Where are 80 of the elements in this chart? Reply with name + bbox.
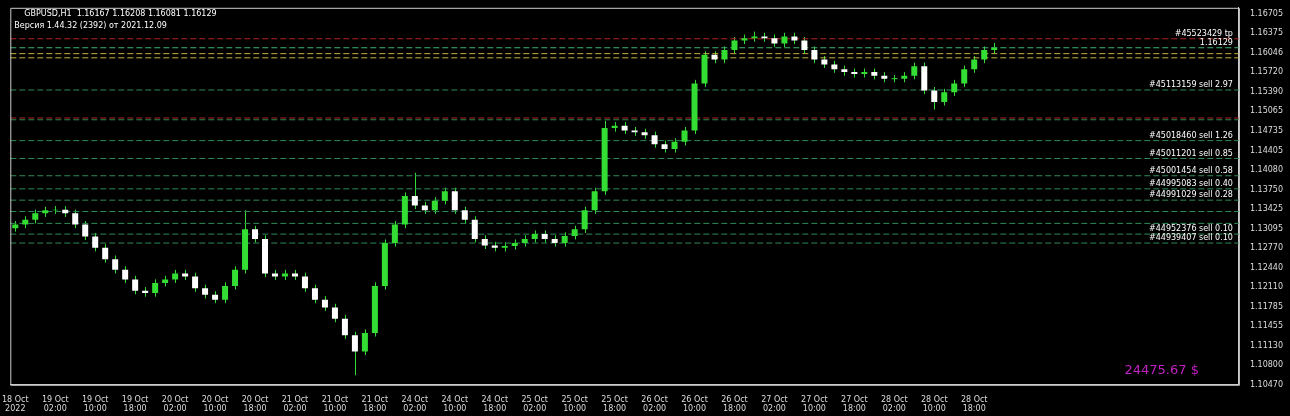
candlestick: [351, 331, 358, 376]
x-tick-label: 21 Oct 18:00: [361, 394, 389, 414]
candlestick: [471, 215, 478, 243]
y-tick-label: 1.10470: [1249, 379, 1284, 389]
x-tick-label: 21 Oct 10:00: [321, 394, 349, 414]
candlestick: [931, 86, 938, 111]
y-tick-label: 1.15720: [1249, 67, 1284, 77]
y-tick-label: 1.12440: [1249, 262, 1284, 272]
y-tick-label: 1.13095: [1249, 223, 1284, 233]
x-tick-label: 19 Oct 18:00: [121, 394, 149, 414]
chart-title: GBPUSD,H1 1.16167 1.16208 1.16081 1.16129: [24, 8, 217, 18]
text: Версия 1.44.32 (2392) от 2021.12.09: [14, 20, 167, 30]
x-tick-label: 20 Oct 18:00: [241, 394, 269, 414]
ref-line-label: #44939407 sell 0.10: [1149, 233, 1233, 243]
y-tick-label: 1.14405: [1249, 145, 1284, 155]
x-tick-label: 24 Oct 18:00: [481, 394, 509, 414]
x-tick-label: 25 Oct 10:00: [561, 394, 588, 414]
candlestick: [411, 172, 418, 210]
x-tick-label: 27 Oct 18:00: [841, 394, 868, 414]
ref-line-label: #44952376 sell 0.10: [1149, 224, 1233, 234]
x-tick-label: 28 Oct 02:00: [881, 394, 908, 414]
candlestick: [132, 275, 139, 295]
ref-line-label: 1.16129: [1199, 37, 1233, 47]
y-tick-label: 1.10800: [1249, 360, 1284, 370]
candlestick: [591, 187, 598, 215]
x-tick-label: 24 Oct 10:00: [441, 394, 469, 414]
y-tick-label: 1.16705: [1249, 8, 1284, 18]
y-tick-label: 1.15065: [1249, 106, 1284, 116]
candlestick: [451, 187, 458, 215]
x-tick-label: 20 Oct 10:00: [201, 394, 229, 414]
x-tick-label: 19 Oct 02:00: [41, 394, 69, 414]
x-tick-label: 25 Oct 02:00: [521, 394, 548, 414]
y-tick-label: 1.13425: [1249, 203, 1284, 213]
candlestick: [581, 206, 588, 234]
candlestick: [311, 284, 318, 304]
candlestick: [331, 303, 338, 323]
candlestick: [301, 272, 308, 293]
candlestick: [681, 126, 688, 146]
x-tick-label: 28 Oct 18:00: [960, 394, 988, 414]
x-tick-label: 27 Oct 10:00: [801, 394, 828, 414]
ref-line-label: #45113159 sell 2.97: [1149, 80, 1233, 90]
x-tick-label: 19 Oct 10:00: [81, 394, 109, 414]
ref-line-label: #45523429 tp: [1174, 28, 1233, 38]
candlestick: [391, 220, 398, 248]
ref-line-label: #45018460 sell 1.26: [1149, 130, 1233, 140]
candlestick: [102, 243, 109, 264]
y-tick-label: 1.12770: [1249, 242, 1284, 252]
x-tick-label: 26 Oct 02:00: [641, 394, 668, 414]
x-tick-label: 21 Oct 02:00: [281, 394, 309, 414]
candlestick: [232, 265, 239, 291]
candlestick: [72, 209, 79, 229]
x-tick-label: 28 Oct 10:00: [920, 394, 948, 414]
y-tick-label: 1.16046: [1249, 47, 1284, 57]
y-tick-label: 1.16375: [1249, 28, 1284, 38]
y-tick-label: 1.11455: [1249, 321, 1284, 331]
y-tick-label: 1.13750: [1249, 184, 1284, 194]
y-tick-label: 1.15390: [1249, 86, 1284, 96]
x-tick-label: 26 Oct 18:00: [721, 394, 748, 414]
candlestick: [82, 220, 89, 241]
y-tick-label: 1.14080: [1249, 164, 1284, 174]
y-tick-label: 1.11785: [1249, 301, 1284, 311]
x-tick-label: 24 Oct 02:00: [401, 394, 429, 414]
ref-line-label: #44995083 sell 0.40: [1149, 178, 1233, 188]
ref-line-label: #45011201 sell 0.85: [1149, 148, 1233, 158]
x-tick-label: 26 Oct 10:00: [681, 394, 708, 414]
x-tick-label: 18 Oct 2022: [2, 394, 29, 414]
ref-line-label: #45001454 sell 0.58: [1149, 165, 1233, 175]
candlestick: [361, 328, 368, 356]
candlestick: [222, 281, 229, 304]
x-tick-label: 25 Oct 18:00: [601, 394, 628, 414]
candlestick: [341, 314, 348, 340]
y-tick-label: 1.11130: [1249, 340, 1284, 350]
y-tick-label: 1.12110: [1249, 282, 1284, 292]
x-tick-label: 27 Oct 02:00: [761, 394, 788, 414]
y-tick-label: 1.14735: [1249, 125, 1284, 135]
ref-line-label: #44991029 sell 0.28: [1149, 190, 1233, 200]
candlestick: [961, 65, 968, 88]
x-tick-label: 20 Oct 02:00: [161, 394, 189, 414]
annotation: 24475.67 $: [1124, 361, 1199, 377]
candlestick: [192, 272, 199, 293]
